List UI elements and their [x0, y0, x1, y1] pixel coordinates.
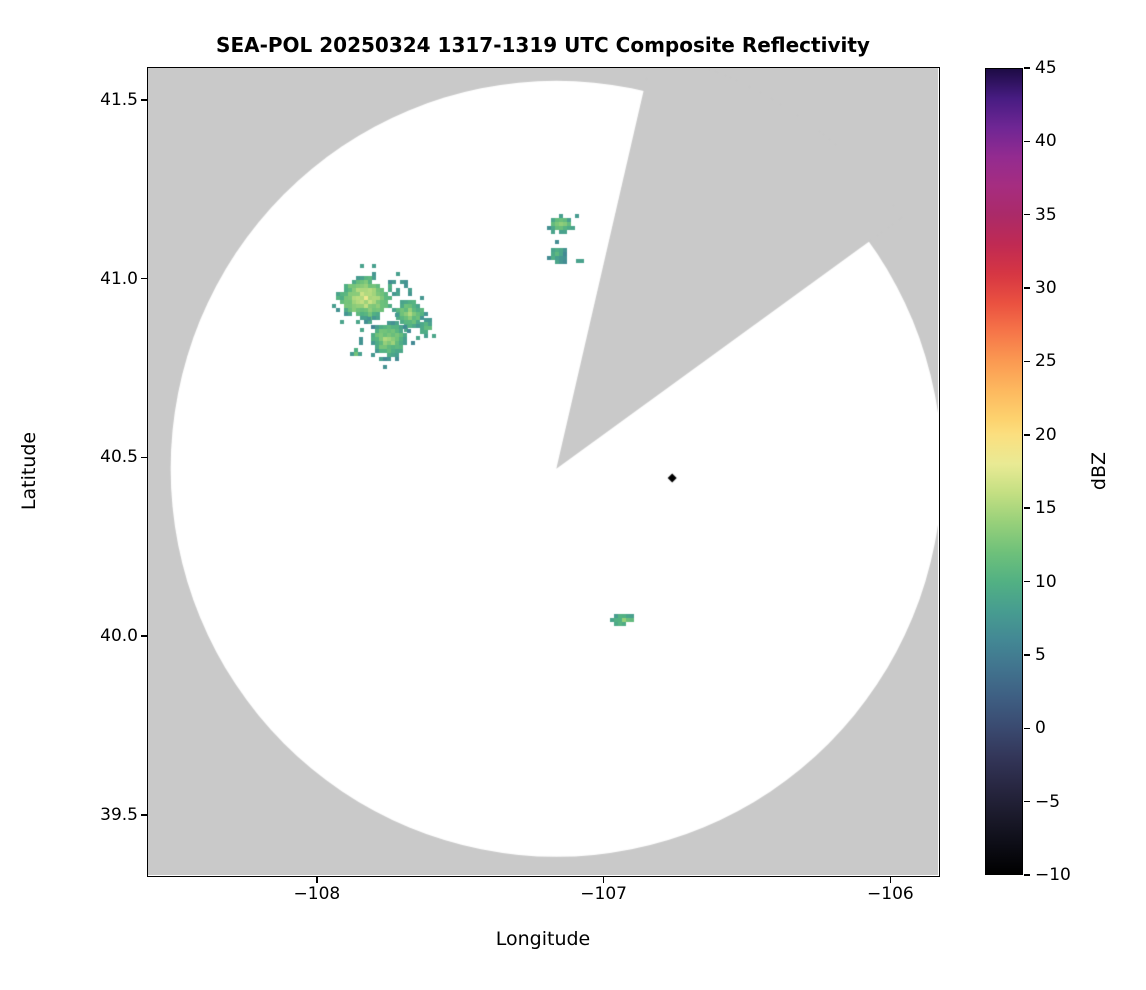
colorbar-tick-mark	[1024, 800, 1030, 803]
colorbar-tick-mark	[1024, 507, 1030, 509]
colorbar-tick-mark	[1024, 654, 1030, 656]
colorbar-tick-label: 5	[1035, 644, 1046, 665]
colorbar-tick-label: −5	[1035, 791, 1061, 812]
colorbar-tick-mark	[1024, 727, 1030, 730]
y-tick-label: 39.5	[100, 804, 138, 825]
colorbar-tick-mark	[1024, 213, 1030, 216]
colorbar-tick-mark	[1024, 140, 1030, 143]
colorbar-tick-label: 10	[1035, 571, 1057, 592]
colorbar-tick-mark	[1024, 434, 1030, 436]
colorbar-tick-label: 20	[1035, 424, 1057, 445]
radar-map-canvas	[148, 68, 938, 875]
colorbar-tick-mark	[1024, 360, 1030, 363]
y-tick-mark	[140, 456, 147, 459]
x-tick-mark	[889, 876, 892, 883]
colorbar-tick-label: 15	[1035, 498, 1057, 519]
y-tick-label: 40.5	[100, 447, 138, 468]
colorbar-gradient	[986, 69, 1022, 874]
plot-area	[148, 68, 938, 875]
x-tick-label: −106	[867, 884, 914, 904]
colorbar-tick-mark	[1024, 874, 1030, 876]
x-tick-label: −107	[580, 884, 627, 904]
colorbar-tick-label: 45	[1035, 58, 1057, 78]
colorbar-tick-mark	[1024, 67, 1030, 69]
y-tick-mark	[140, 635, 147, 637]
colorbar-tick-label: 30	[1035, 278, 1057, 299]
colorbar-tick-label: −10	[1035, 865, 1071, 885]
colorbar-tick-mark	[1024, 580, 1030, 583]
y-tick-label: 41.0	[100, 268, 138, 289]
y-tick-label: 41.5	[100, 89, 138, 110]
y-tick-mark	[140, 814, 147, 816]
colorbar-label: dBZ	[1088, 451, 1110, 491]
y-tick-mark	[140, 99, 147, 101]
x-tick-mark	[316, 876, 318, 883]
colorbar-tick-label: 40	[1035, 131, 1057, 152]
colorbar-tick-label: 0	[1035, 718, 1046, 739]
y-tick-mark	[140, 277, 147, 280]
x-tick-mark	[602, 876, 605, 883]
x-axis-label: Longitude	[495, 928, 591, 950]
colorbar-tick-mark	[1024, 287, 1030, 289]
colorbar-tick-label: 25	[1035, 351, 1057, 372]
y-tick-label: 40.0	[100, 626, 138, 647]
colorbar-tick-label: 35	[1035, 204, 1057, 225]
chart-title: SEA-POL 20250324 1317-1319 UTC Composite…	[216, 33, 870, 57]
colorbar	[985, 68, 1023, 875]
x-tick-label: −108	[293, 884, 341, 904]
y-axis-label: Latitude	[18, 431, 40, 511]
